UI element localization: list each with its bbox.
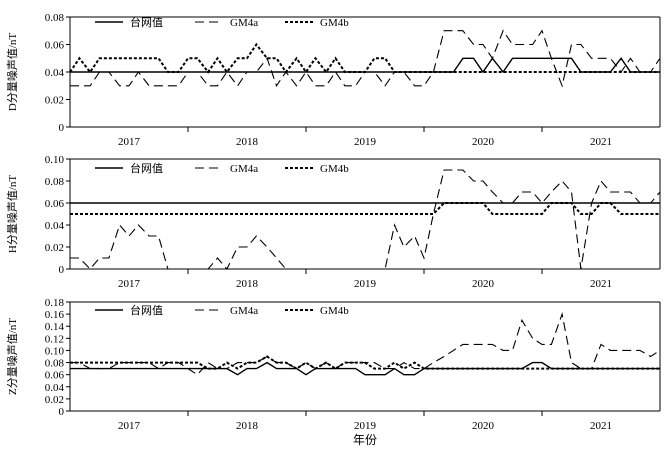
y-axis-title: D分量噪声值/nT xyxy=(5,33,19,111)
legend-label: 台网值 xyxy=(130,15,163,29)
y-tick-label: 0.04 xyxy=(45,382,65,394)
y-tick-label: 0.08 xyxy=(45,358,65,370)
y-tick-label: 0.08 xyxy=(45,176,65,188)
y-tick-label: 0.10 xyxy=(45,345,65,357)
legend-label: GM4a xyxy=(230,17,258,29)
x-tick-label: 2017 xyxy=(118,136,141,148)
legend-label: GM4a xyxy=(230,305,258,317)
y-tick-label: 0 xyxy=(59,122,65,134)
y-tick-label: 0.06 xyxy=(45,40,65,52)
x-tick-label: 2021 xyxy=(590,136,612,148)
y-tick-label: 0.14 xyxy=(45,321,65,333)
x-tick-label: 2020 xyxy=(472,420,495,432)
y-tick-label: 0 xyxy=(59,264,65,276)
series-line-GM4b xyxy=(70,355,660,370)
x-tick-label: 2018 xyxy=(236,278,259,290)
y-tick-label: 0.04 xyxy=(45,220,65,232)
y-tick-label: 0.18 xyxy=(45,297,65,309)
y-tick-label: 0.02 xyxy=(45,394,64,406)
x-tick-label: 2018 xyxy=(236,136,259,148)
x-tick-label: 2019 xyxy=(354,420,377,432)
y-tick-label: 0.16 xyxy=(45,309,65,321)
y-axis-title: H分量噪声值/nT xyxy=(5,175,19,253)
series-line-GM4a xyxy=(70,169,661,270)
x-tick-label: 2020 xyxy=(472,278,495,290)
series-line-GM4b xyxy=(70,202,660,215)
x-tick-label: 2017 xyxy=(118,420,141,432)
y-tick-label: 0.02 xyxy=(45,242,64,254)
legend-label: 台网值 xyxy=(130,161,163,175)
legend-label: 台网值 xyxy=(130,303,163,317)
x-axis-title: 年份 xyxy=(353,433,377,447)
z-component-panel: 2017 2018 2019 2020 202100.020.040.060.080.1… xyxy=(5,297,661,432)
legend-label: GM4b xyxy=(320,163,349,175)
y-tick-label: 0.06 xyxy=(45,198,65,210)
y-axis-title: Z分量噪声值/nT xyxy=(5,318,19,395)
y-tick-label: 0.02 xyxy=(45,95,64,107)
legend-label: GM4b xyxy=(320,17,349,29)
x-tick-label: 2021 xyxy=(590,278,612,290)
legend-label: GM4b xyxy=(320,305,349,317)
d-component-panel: 2017 2018 2019 2020 2021 0 0.02 0.04 0.06 0.08 D分量… xyxy=(5,12,661,148)
series-line-GM4b xyxy=(69,42,660,74)
series-line-台网值 xyxy=(70,361,660,376)
legend-label: GM4a xyxy=(230,163,258,175)
y-tick-label: 0.08 xyxy=(45,12,65,24)
y-tick-label: 0.10 xyxy=(45,154,65,166)
h-component-panel: 2017 2018 2019 2020 2021 0 0.02 0.04 0.06 0.08 0.1… xyxy=(5,154,661,290)
x-tick-label: 2021 xyxy=(590,420,612,432)
x-tick-label: 2020 xyxy=(472,136,495,148)
x-tick-label: 2019 xyxy=(354,278,377,290)
y-tick-label: 0.04 xyxy=(45,67,65,79)
y-tick-label: 0.06 xyxy=(45,370,65,382)
y-tick-label: 0 xyxy=(59,406,65,418)
x-tick-label: 2017 xyxy=(118,278,141,290)
x-tick-label: 2018 xyxy=(236,420,259,432)
series-line-GM4a xyxy=(70,312,661,376)
x-tick-label: 2019 xyxy=(354,136,377,148)
series-line-台网值 xyxy=(70,57,660,74)
y-tick-label: 0.12 xyxy=(45,333,64,345)
